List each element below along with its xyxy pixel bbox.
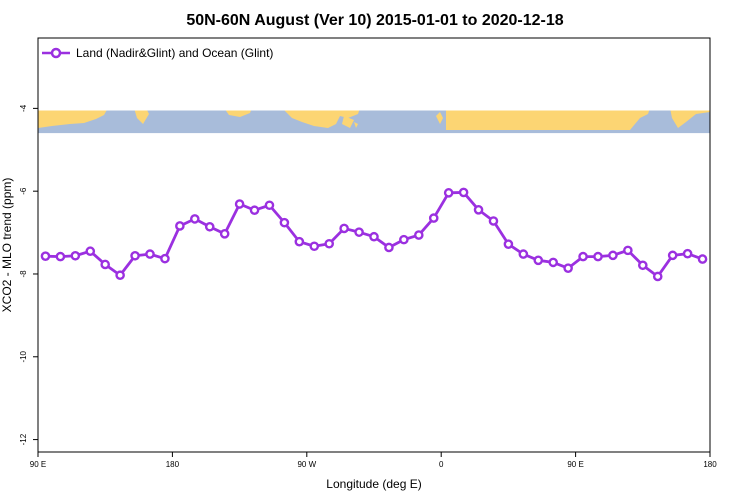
- y-axis-label: XCO2 - MLO trend (ppm): [0, 178, 14, 313]
- data-point: [458, 187, 469, 198]
- data-point: [204, 221, 215, 232]
- data-point: [533, 255, 544, 266]
- land-hudson-bay: [342, 116, 354, 128]
- data-point: [189, 214, 200, 224]
- x-tick-label: 180: [703, 460, 717, 469]
- y-tick-label: -4: [19, 104, 28, 112]
- data-point: [488, 216, 499, 226]
- data-point: [339, 223, 349, 234]
- data-point: [548, 257, 559, 268]
- land-labrador: [339, 110, 352, 114]
- land-alaska: [225, 110, 252, 117]
- x-tick-label: 90 E: [567, 460, 583, 469]
- data-point: [130, 250, 140, 261]
- data-point: [175, 221, 185, 231]
- data-point: [518, 249, 529, 259]
- y-tick-label: -6: [19, 187, 28, 195]
- y-tick-label: -10: [19, 350, 28, 362]
- land-newfoundland: [354, 122, 358, 128]
- data-point: [682, 248, 693, 259]
- legend-marker: [50, 47, 62, 59]
- data-point: [294, 236, 305, 247]
- data-point: [115, 270, 125, 281]
- x-tick-label: 90 E: [30, 460, 46, 469]
- data-point: [85, 246, 96, 257]
- data-point: [384, 242, 394, 253]
- x-axis-label: Longitude (deg E): [326, 477, 421, 491]
- data-point: [697, 254, 708, 264]
- data-point: [264, 200, 275, 211]
- land-siberia-east: [38, 110, 107, 128]
- series-layer: [40, 187, 708, 282]
- land-canada-west: [284, 110, 360, 128]
- land-okhotsk-east: [670, 110, 710, 128]
- data-point: [145, 249, 155, 259]
- data-point: [503, 239, 514, 249]
- data-point: [593, 251, 603, 262]
- y-tick-label: -12: [19, 433, 28, 445]
- x-axis: 90 E 180 90 W 0 90 E 180: [30, 452, 717, 469]
- data-point: [623, 245, 633, 256]
- y-tick-label: -8: [19, 270, 28, 278]
- map-strip-land: [38, 110, 710, 130]
- data-point: [279, 217, 290, 228]
- data-point: [428, 213, 439, 223]
- data-point: [443, 188, 454, 198]
- data-point: [100, 259, 110, 270]
- data-point: [309, 241, 320, 252]
- data-point: [70, 250, 81, 261]
- plot-frame: [37, 37, 711, 453]
- x-tick-label: 0: [439, 460, 444, 469]
- data-point: [40, 251, 51, 261]
- data-point: [160, 253, 170, 264]
- data-point: [563, 263, 573, 273]
- data-point: [369, 231, 379, 242]
- y-axis: -4 -6 -8 -10 -12: [19, 104, 38, 445]
- data-point: [219, 229, 230, 239]
- data-point: [473, 205, 484, 215]
- chart-title: 50N-60N August (Ver 10) 2015-01-01 to 20…: [186, 12, 563, 29]
- data-point: [638, 260, 648, 271]
- x-tick-label: 90 W: [297, 460, 316, 469]
- data-point: [652, 271, 663, 282]
- data-point: [354, 227, 364, 237]
- data-point: [608, 250, 618, 261]
- map-strip: [38, 110, 710, 134]
- land-europe-russia: [446, 110, 650, 130]
- data-point: [324, 238, 335, 249]
- data-point: [413, 230, 424, 240]
- data-point: [249, 205, 260, 216]
- data-point: [55, 251, 66, 262]
- legend-label: Land (Nadir&Glint) and Ocean (Glint): [76, 46, 273, 60]
- legend: Land (Nadir&Glint) and Ocean (Glint): [42, 46, 273, 60]
- data-point: [399, 234, 409, 245]
- x-tick-label: 180: [166, 460, 180, 469]
- data-point: [234, 199, 245, 209]
- data-point: [578, 251, 588, 262]
- land-uk: [436, 112, 443, 124]
- data-point: [667, 250, 678, 261]
- land-kamchatka: [134, 110, 149, 124]
